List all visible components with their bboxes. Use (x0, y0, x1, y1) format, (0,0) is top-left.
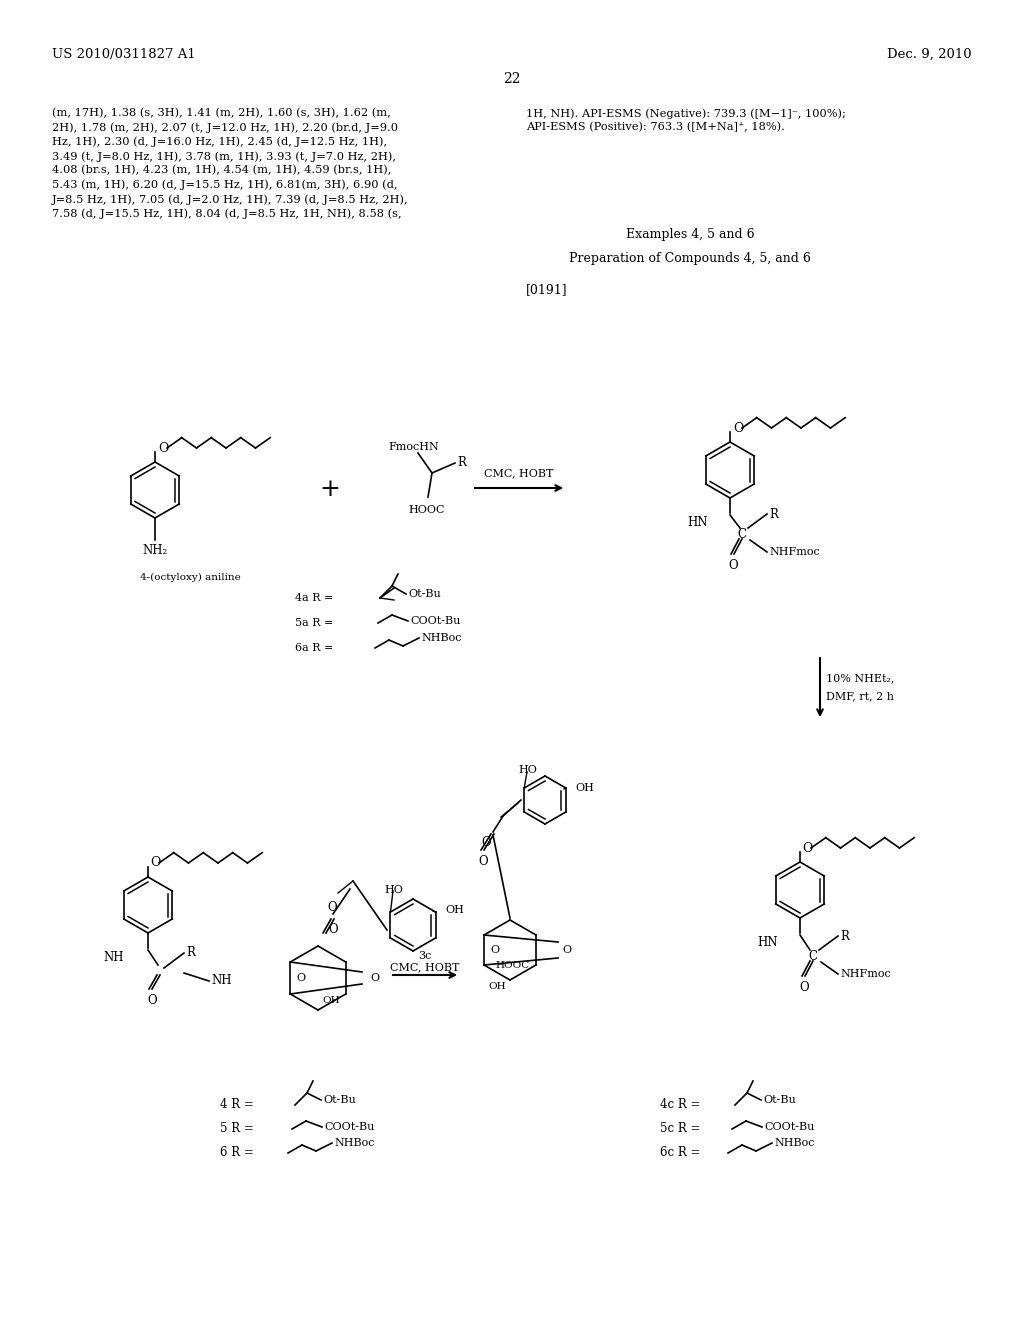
Text: 4 R =: 4 R = (220, 1098, 254, 1111)
Text: Ot-Bu: Ot-Bu (323, 1096, 355, 1105)
Text: NHFmoc: NHFmoc (769, 546, 820, 557)
Text: O: O (296, 973, 305, 983)
Text: 1H, NH). API-ESMS (Negative): 739.3 ([M−1]⁻, 100%);
API-ESMS (Positive): 763.3 (: 1H, NH). API-ESMS (Negative): 739.3 ([M−… (526, 108, 846, 133)
Text: 6c R =: 6c R = (660, 1147, 700, 1159)
Text: R: R (769, 507, 778, 520)
Text: Preparation of Compounds 4, 5, and 6: Preparation of Compounds 4, 5, and 6 (569, 252, 811, 265)
Text: HOOC: HOOC (496, 961, 530, 969)
Text: O: O (147, 994, 157, 1007)
Text: HN: HN (758, 936, 778, 949)
Text: 5c R =: 5c R = (660, 1122, 700, 1135)
Text: +: + (319, 479, 340, 502)
Text: Ot-Bu: Ot-Bu (408, 589, 440, 599)
Text: NH: NH (211, 974, 231, 987)
Text: OH: OH (323, 997, 340, 1005)
Text: NHBoc: NHBoc (334, 1138, 375, 1148)
Text: NHFmoc: NHFmoc (840, 969, 891, 979)
Text: C: C (809, 949, 817, 962)
Text: O: O (158, 441, 168, 454)
Text: NH: NH (103, 950, 124, 964)
Text: O: O (481, 836, 490, 849)
Text: 6a R =: 6a R = (295, 643, 334, 653)
Text: HOOC: HOOC (408, 506, 444, 515)
Text: 3c: 3c (419, 950, 432, 961)
Text: 22: 22 (503, 73, 521, 86)
Text: FmocHN: FmocHN (388, 442, 438, 451)
Text: O: O (478, 855, 487, 869)
Text: 5 R =: 5 R = (220, 1122, 254, 1135)
Text: O: O (150, 857, 161, 870)
Text: HO: HO (518, 766, 537, 775)
Text: HO: HO (384, 884, 403, 895)
Text: Examples 4, 5 and 6: Examples 4, 5 and 6 (626, 228, 755, 242)
Text: (m, 17H), 1.38 (s, 3H), 1.41 (m, 2H), 1.60 (s, 3H), 1.62 (m,
2H), 1.78 (m, 2H), : (m, 17H), 1.38 (s, 3H), 1.41 (m, 2H), 1.… (52, 108, 409, 219)
Text: O: O (733, 421, 743, 434)
Text: 5a R =: 5a R = (295, 618, 334, 628)
Text: R: R (457, 457, 466, 470)
Text: CMC, HOBT: CMC, HOBT (484, 469, 554, 478)
Text: 4-(octyloxy) aniline: 4-(octyloxy) aniline (140, 573, 241, 582)
Text: [0191]: [0191] (526, 282, 567, 296)
Text: US 2010/0311827 A1: US 2010/0311827 A1 (52, 48, 196, 61)
Text: O: O (490, 945, 499, 954)
Text: OH: OH (575, 783, 594, 793)
Text: O: O (328, 923, 338, 936)
Text: O: O (799, 981, 809, 994)
Text: COOt-Bu: COOt-Bu (324, 1122, 375, 1133)
Text: O: O (802, 842, 812, 854)
Text: DMF, rt, 2 h: DMF, rt, 2 h (826, 692, 894, 701)
Text: 6 R =: 6 R = (220, 1147, 254, 1159)
Text: NHBoc: NHBoc (421, 634, 462, 643)
Text: Ot-Bu: Ot-Bu (763, 1096, 796, 1105)
Text: R: R (840, 929, 849, 942)
Text: O: O (562, 945, 571, 954)
Text: O: O (728, 558, 738, 572)
Text: 4c R =: 4c R = (660, 1098, 700, 1111)
Text: NH₂: NH₂ (142, 544, 168, 557)
Text: R: R (186, 946, 195, 960)
Text: Dec. 9, 2010: Dec. 9, 2010 (888, 48, 972, 61)
Text: HN: HN (687, 516, 708, 529)
Text: NHBoc: NHBoc (774, 1138, 814, 1148)
Text: C: C (737, 528, 746, 540)
Text: CMC, HOBT: CMC, HOBT (390, 962, 460, 972)
Text: COOt-Bu: COOt-Bu (764, 1122, 814, 1133)
Text: OH: OH (445, 906, 464, 915)
Text: O: O (328, 902, 337, 913)
Text: 4a R =: 4a R = (295, 593, 334, 603)
Text: O: O (370, 973, 379, 983)
Text: OH: OH (488, 982, 506, 991)
Text: 10% NHEt₂,: 10% NHEt₂, (826, 673, 894, 684)
Text: COOt-Bu: COOt-Bu (410, 616, 461, 626)
